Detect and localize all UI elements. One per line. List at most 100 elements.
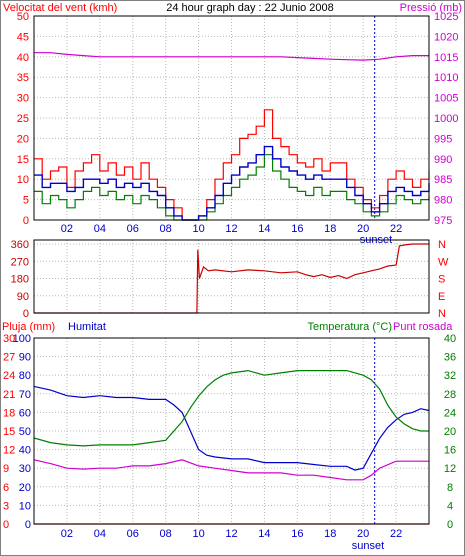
temperature-tick-label: 16 xyxy=(444,445,456,457)
temperature-line xyxy=(33,369,429,447)
wind-tick-label: 40 xyxy=(17,52,29,64)
wind-tick-label: 45 xyxy=(17,31,29,43)
humidity-tick-label: 80 xyxy=(19,370,31,382)
hour-tick-label: 18 xyxy=(324,223,336,235)
hour-tick-label: 20 xyxy=(357,223,369,235)
wind-pressure-panel: Velocitat del vent (kmh) 24 hour graph d… xyxy=(3,2,462,246)
pressure-tick-label: 1000 xyxy=(434,113,458,125)
rain-tick-label: 0 xyxy=(3,519,9,531)
pressure-tick-label: 1015 xyxy=(434,52,458,64)
rain-tick-label: 18 xyxy=(3,407,15,419)
hour-tick-label: 16 xyxy=(291,528,303,540)
temperature-tick-label: 28 xyxy=(444,389,456,401)
pressure-tick-label: 985 xyxy=(434,174,452,186)
pressure-tick-label: 1025 xyxy=(434,11,458,23)
hour-tick-label: 14 xyxy=(258,528,270,540)
rain-tick-label: 30 xyxy=(3,333,15,345)
dewpoint-line xyxy=(33,459,429,481)
direction-degree-axis: 0 90 180 270 360 xyxy=(11,239,29,320)
pressure-tick-label: 980 xyxy=(434,195,452,207)
wind-time-axis: 02 04 06 08 10 12 14 16 18 20 22 xyxy=(61,223,402,235)
degree-tick-label: 90 xyxy=(17,291,29,303)
climate-grid xyxy=(34,337,429,525)
rain-tick-label: 21 xyxy=(3,389,15,401)
hour-tick-label: 04 xyxy=(94,223,106,235)
pressure-tick-label: 1010 xyxy=(434,72,458,84)
humidity-tick-label: 30 xyxy=(19,463,31,475)
temperature-tick-label: 8 xyxy=(447,482,453,494)
wind-pressure-series xyxy=(34,52,430,221)
rain-tick-label: 9 xyxy=(3,463,9,475)
dewpoint-axis-title: Punt rosada xyxy=(393,321,453,333)
hour-tick-label: 02 xyxy=(61,223,73,235)
wind-tick-label: 5 xyxy=(23,195,29,207)
chart-title: 24 hour graph day : 22 Junio 2008 xyxy=(166,2,334,14)
hour-tick-label: 12 xyxy=(225,223,237,235)
wind-tick-label: 20 xyxy=(17,133,29,145)
temperature-tick-label: 12 xyxy=(444,463,456,475)
temperature-tick-label: 20 xyxy=(444,426,456,438)
pressure-tick-label: 995 xyxy=(434,133,452,145)
hour-tick-label: 22 xyxy=(390,223,402,235)
pressure-tick-label: 990 xyxy=(434,154,452,166)
humidity-line xyxy=(33,385,430,471)
hour-tick-label: 10 xyxy=(192,223,204,235)
degree-tick-label: 180 xyxy=(11,274,29,286)
wind-tick-label: 0 xyxy=(23,215,29,227)
compass-tick-label: E xyxy=(438,291,445,303)
degree-tick-label: 270 xyxy=(11,256,29,268)
hour-tick-label: 10 xyxy=(192,528,204,540)
humidity-tick-label: 40 xyxy=(19,445,31,457)
humidity-tick-label: 20 xyxy=(19,482,31,494)
rain-tick-label: 15 xyxy=(3,426,15,438)
degree-tick-label: 0 xyxy=(23,308,29,320)
wind-line xyxy=(34,154,430,221)
temperature-tick-label: 24 xyxy=(444,407,456,419)
humidity-axis-title: Humitat xyxy=(68,321,106,333)
wind-tick-label: 30 xyxy=(17,93,29,105)
hour-tick-label: 16 xyxy=(291,223,303,235)
sunset-label-bottom: sunset xyxy=(352,540,384,552)
pressure-line xyxy=(34,52,429,61)
humidity-tick-label: 10 xyxy=(19,500,31,512)
humidity-tick-label: 60 xyxy=(19,407,31,419)
rain-axis-title: Pluja (mm) xyxy=(2,321,55,333)
temperature-tick-label: 40 xyxy=(444,333,456,345)
rain-humidity-temp-panel: Pluja (mm) Humitat Temperatura (°C) Punt… xyxy=(2,321,456,552)
compass-tick-label: N xyxy=(438,308,446,320)
rain-tick-label: 6 xyxy=(3,482,9,494)
hour-tick-label: 22 xyxy=(390,528,402,540)
temperature-tick-label: 4 xyxy=(447,500,453,512)
hour-tick-label: 06 xyxy=(127,223,139,235)
rain-axis: 0 3 6 9 12 15 18 21 24 27 30 xyxy=(3,333,15,531)
compass-tick-label: W xyxy=(438,256,449,268)
direction-line xyxy=(34,243,429,314)
climate-time-axis: 02 04 06 08 10 12 14 16 18 20 22 xyxy=(61,528,402,540)
temperature-axis: 0 4 8 12 16 20 24 28 32 36 40 xyxy=(444,333,456,531)
hour-tick-label: 06 xyxy=(127,528,139,540)
pressure-axis: 975 980 985 990 995 1000 1005 1010 1015 1020 1025 xyxy=(434,11,458,227)
hour-tick-label: 14 xyxy=(258,223,270,235)
pressure-axis-title: Pressió (mb) xyxy=(400,2,462,14)
compass-tick-label: N xyxy=(438,239,446,251)
direction-plot-frame xyxy=(33,239,430,314)
humidity-tick-label: 0 xyxy=(25,519,31,531)
wind-speed-axis: 0 5 10 15 20 25 30 35 40 45 50 xyxy=(17,11,29,227)
humidity-tick-label: 90 xyxy=(19,352,31,364)
hour-tick-label: 02 xyxy=(61,528,73,540)
gust-line xyxy=(34,109,430,221)
wind-tick-label: 15 xyxy=(17,154,29,166)
wind-tick-label: 35 xyxy=(17,72,29,84)
hour-tick-label: 20 xyxy=(357,528,369,540)
temperature-tick-label: 36 xyxy=(444,352,456,364)
direction-grid xyxy=(34,240,429,314)
humidity-axis: 0 10 20 30 40 50 60 70 80 90 100 xyxy=(13,333,31,531)
hour-tick-label: 08 xyxy=(160,223,172,235)
compass-tick-label: S xyxy=(438,274,445,286)
rain-tick-label: 3 xyxy=(3,500,9,512)
pressure-tick-label: 1020 xyxy=(434,31,458,43)
rain-tick-label: 24 xyxy=(3,370,15,382)
